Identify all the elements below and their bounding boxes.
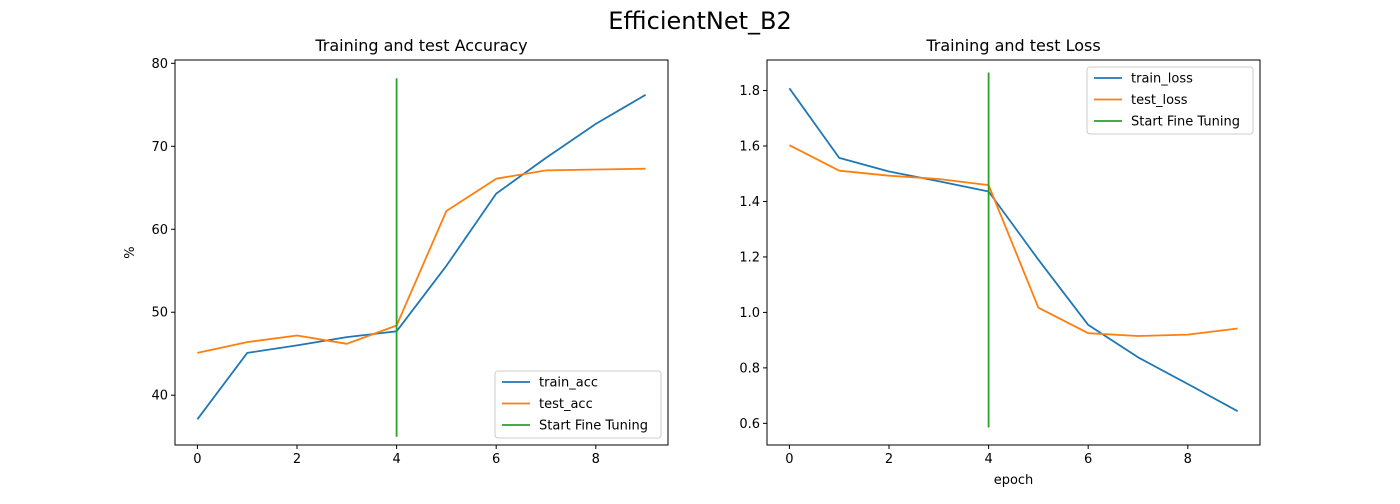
legend-label: Start Fine Tuning <box>539 419 648 434</box>
legend-box <box>1086 66 1254 135</box>
y-tick-label: 0.8 <box>739 361 760 376</box>
x-tick-label: 0 <box>193 452 201 467</box>
series-line-train_acc <box>196 94 647 420</box>
y-tick-label: 1.8 <box>739 84 760 99</box>
x-tick-label: 4 <box>984 452 992 467</box>
x-tick-label: 8 <box>1184 452 1192 467</box>
y-tick-label: 70 <box>151 140 168 155</box>
x-tick-label: 0 <box>785 452 793 467</box>
y-tick-label: 0.6 <box>739 417 760 432</box>
series-line-train_loss <box>788 87 1239 412</box>
legend-label: train_loss <box>1131 72 1193 87</box>
loss-chart: Training and test Loss 0 2 4 6 8 0.6 0.8 1.0 1.2 1… <box>739 36 1261 488</box>
y-tick-label: 40 <box>151 389 168 404</box>
accuracy-axes-frame <box>174 59 669 446</box>
y-tick-label: 1.4 <box>739 195 760 210</box>
x-tick-label: 2 <box>885 452 893 467</box>
y-tick-label: 1.2 <box>739 250 760 265</box>
x-tick-label: 4 <box>392 452 400 467</box>
y-tick-label: 80 <box>151 57 168 72</box>
legend-box <box>494 370 662 439</box>
x-tick-label: 8 <box>592 452 600 467</box>
loss-x-axis-label: epoch <box>994 473 1034 488</box>
legend-label: Start Fine Tuning <box>1131 115 1240 130</box>
series-line-test_acc <box>197 167 646 354</box>
loss-legend: train_loss test_loss Start Fine Tuning <box>1086 66 1254 135</box>
loss-axes-frame <box>766 59 1261 446</box>
y-tick-label: 60 <box>151 223 168 238</box>
accuracy-chart: Training and test Accuracy 0 2 4 6 8 40 50 60 70 8… <box>123 36 669 467</box>
y-tick-label: 1.0 <box>739 306 760 321</box>
x-tick-label: 2 <box>293 452 301 467</box>
y-tick-label: 50 <box>151 306 168 321</box>
y-tick-label: 1.6 <box>739 139 760 154</box>
accuracy-legend: train_acc test_acc Start Fine Tuning <box>494 370 662 439</box>
legend-label: train_acc <box>539 376 598 391</box>
loss-chart-title: Training and test Loss <box>925 36 1100 55</box>
figure-title: EfficientNet_B2 <box>608 7 791 35</box>
legend-label: test_loss <box>1131 93 1188 108</box>
series-line-test_loss <box>788 144 1238 337</box>
accuracy-y-axis-label: % <box>123 246 138 258</box>
legend-label: test_acc <box>539 397 593 412</box>
x-tick-label: 6 <box>1084 452 1092 467</box>
x-tick-label: 6 <box>492 452 500 467</box>
accuracy-chart-title: Training and test Accuracy <box>314 36 527 55</box>
